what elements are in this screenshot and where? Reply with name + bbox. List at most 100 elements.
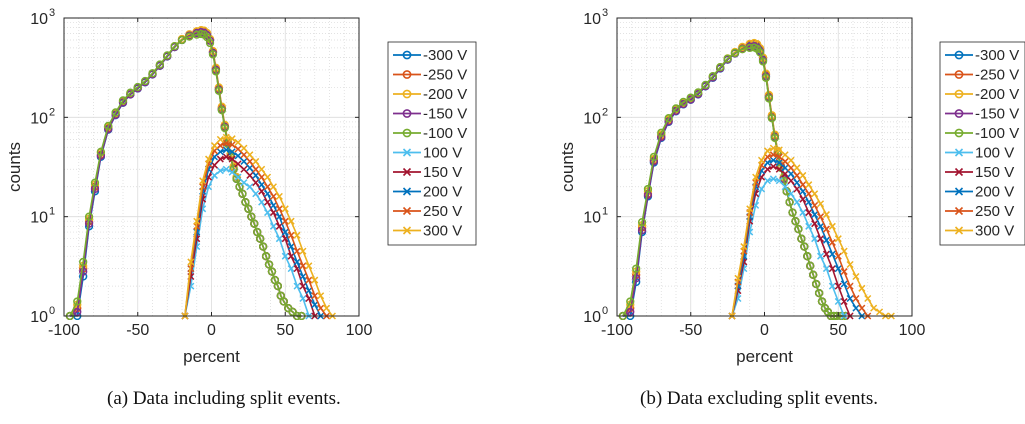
- data-point: [90, 178, 100, 187]
- data-point: [252, 179, 260, 187]
- data-point: [787, 190, 795, 198]
- x-axis-label: percent: [736, 347, 793, 366]
- data-point: [220, 123, 229, 133]
- data-point: [211, 67, 221, 76]
- data-point: [281, 217, 289, 225]
- legend-marker: [402, 50, 412, 60]
- data-point: [775, 146, 783, 154]
- legend-label: 150 V: [423, 164, 462, 181]
- data-point: [781, 151, 789, 159]
- data-point: [264, 190, 272, 198]
- x-tick-label: 0: [760, 322, 769, 339]
- data-point: [870, 304, 878, 312]
- data-point: [264, 209, 272, 217]
- data-point: [811, 211, 819, 219]
- data-point: [214, 86, 224, 95]
- data-point: [246, 164, 254, 172]
- data-point: [228, 155, 236, 163]
- data-point: [246, 171, 254, 179]
- data-point: [626, 307, 635, 317]
- data-point: [763, 177, 771, 185]
- data-point: [723, 54, 732, 63]
- data-point: [287, 252, 295, 260]
- data-point: [241, 198, 250, 207]
- data-point: [317, 304, 325, 312]
- y-tick-exponent: 3: [49, 7, 55, 19]
- data-point: [240, 157, 248, 165]
- data-point: [250, 219, 259, 228]
- y-tick-label: 10: [30, 11, 48, 28]
- data-point: [764, 94, 774, 103]
- data-point: [793, 179, 801, 187]
- data-point: [311, 292, 319, 300]
- legend-marker: [954, 148, 964, 157]
- data-point: [809, 270, 818, 279]
- data-point: [632, 274, 641, 283]
- data-point: [317, 292, 325, 300]
- data-point: [234, 173, 242, 181]
- data-point: [799, 209, 807, 217]
- data-point: [797, 234, 806, 243]
- data-point: [793, 185, 801, 193]
- data-point: [177, 35, 187, 45]
- data-point: [626, 297, 635, 306]
- data-point: [828, 265, 836, 273]
- data-point: [637, 218, 647, 227]
- data-point: [817, 235, 825, 243]
- data-point: [216, 148, 224, 156]
- data-point: [264, 173, 272, 181]
- caption-b: (b) Data excluding split events.: [640, 388, 878, 409]
- data-point: [238, 189, 247, 198]
- data-point: [235, 182, 244, 191]
- data-point: [799, 187, 807, 195]
- data-point: [256, 234, 265, 243]
- data-point: [787, 177, 795, 185]
- data-point: [828, 222, 836, 230]
- data-point: [261, 252, 271, 261]
- y-tick-exponent: 2: [602, 106, 608, 118]
- y-axis-label: counts: [558, 142, 577, 192]
- data-point: [246, 183, 254, 191]
- data-point: [228, 168, 236, 176]
- legend-label: -250 V: [975, 67, 1019, 84]
- data-point: [793, 164, 801, 172]
- data-point: [767, 114, 777, 123]
- data-point: [785, 198, 794, 207]
- data-point: [234, 145, 242, 153]
- data-point: [293, 247, 301, 255]
- data-point: [111, 108, 120, 117]
- data-point: [252, 190, 260, 198]
- data-point: [755, 48, 765, 57]
- legend-marker: [402, 226, 412, 235]
- y-tick-exponent: 2: [49, 106, 55, 118]
- data-point: [247, 212, 256, 221]
- data-point: [216, 142, 224, 150]
- y-tick-label: 10: [583, 110, 601, 127]
- data-point: [199, 177, 207, 185]
- y-tick-label: 10: [583, 309, 601, 326]
- legend-marker: [954, 70, 964, 79]
- legend-label: 150 V: [975, 164, 1014, 181]
- data-point: [240, 151, 248, 159]
- y-tick-label: 10: [30, 309, 48, 326]
- series-line-4: [622, 46, 846, 317]
- legend-marker: [954, 89, 964, 99]
- data-point: [840, 297, 848, 306]
- legend-label: 200 V: [975, 184, 1014, 201]
- data-point: [793, 171, 801, 179]
- series-group: [618, 38, 895, 320]
- data-point: [770, 133, 779, 143]
- data-point: [788, 208, 797, 217]
- data-point: [222, 153, 230, 161]
- data-point: [228, 148, 236, 156]
- data-point: [252, 171, 260, 179]
- data-point: [258, 181, 266, 189]
- data-point: [817, 297, 827, 306]
- legend-marker: [954, 226, 964, 235]
- data-point: [769, 162, 777, 171]
- data-point: [244, 204, 253, 213]
- data-point: [693, 88, 703, 97]
- legend-marker: [954, 206, 964, 216]
- data-point: [828, 238, 836, 246]
